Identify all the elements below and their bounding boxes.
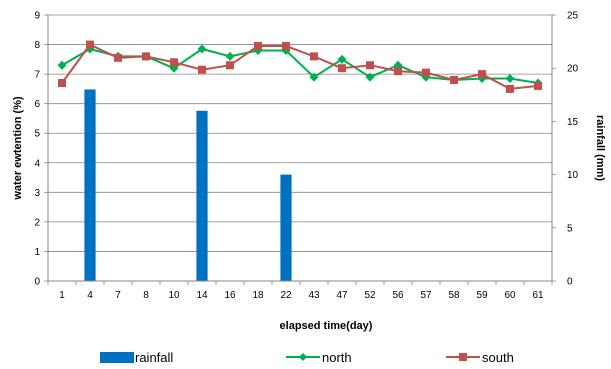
x-tick-label: 7 bbox=[115, 290, 121, 301]
x-tick-label: 59 bbox=[476, 290, 488, 301]
x-tick-label: 61 bbox=[532, 290, 544, 301]
south-point bbox=[226, 61, 234, 70]
y-right-tick-label: 20 bbox=[567, 64, 579, 75]
y-right-tick-label: 5 bbox=[567, 223, 573, 234]
south-point bbox=[366, 61, 374, 70]
x-tick-label: 10 bbox=[168, 290, 180, 301]
south-point bbox=[142, 52, 150, 61]
south-point bbox=[534, 81, 542, 90]
x-tick-label: 56 bbox=[392, 290, 404, 301]
axes bbox=[44, 14, 556, 285]
y-left-tick-label: 9 bbox=[34, 11, 40, 22]
y-axis-right-title: rainfall (mm) bbox=[594, 115, 606, 181]
x-tick-label: 8 bbox=[143, 290, 149, 301]
north-point bbox=[309, 72, 319, 82]
legend-north-marker bbox=[299, 353, 307, 361]
x-tick-label: 57 bbox=[420, 290, 432, 301]
legend: rainfall north south bbox=[100, 350, 514, 365]
x-tick-label: 58 bbox=[448, 290, 460, 301]
x-tick-label: 47 bbox=[336, 290, 348, 301]
y-right-tick-label: 0 bbox=[567, 277, 573, 288]
x-axis-title: elapsed time(day) bbox=[280, 320, 373, 332]
x-tick-label: 52 bbox=[364, 290, 376, 301]
y-left-tick-label: 4 bbox=[34, 158, 40, 169]
south-point bbox=[114, 53, 122, 62]
north-point bbox=[57, 60, 67, 70]
rainfall-bars bbox=[84, 89, 292, 281]
south-point bbox=[58, 78, 66, 87]
north-point bbox=[225, 51, 235, 61]
south-line bbox=[61, 43, 539, 90]
north-point bbox=[197, 44, 207, 54]
y-left-tick-label: 6 bbox=[34, 99, 40, 110]
legend-south-label: south bbox=[482, 350, 514, 365]
south-point bbox=[310, 52, 318, 61]
south-point bbox=[170, 58, 178, 67]
x-tick-label: 14 bbox=[196, 290, 208, 301]
north-point bbox=[505, 74, 515, 84]
y-right-tick-label: 15 bbox=[567, 117, 579, 128]
south-point bbox=[394, 67, 402, 76]
south-point bbox=[198, 65, 206, 74]
x-tick-label: 43 bbox=[308, 290, 320, 301]
x-tick-label: 22 bbox=[280, 290, 292, 301]
legend-rainfall-label: rainfall bbox=[135, 350, 173, 365]
south-point bbox=[282, 42, 290, 51]
x-tick-label: 1 bbox=[59, 290, 65, 301]
y-right-tick-label: 25 bbox=[567, 11, 579, 22]
x-tick-label: 4 bbox=[87, 290, 93, 301]
rainfall-bar bbox=[84, 89, 96, 281]
north-point bbox=[169, 63, 179, 73]
south-point bbox=[506, 84, 514, 93]
gridlines bbox=[48, 14, 552, 252]
y-right-tick-label: 10 bbox=[567, 170, 579, 181]
x-tick-label: 60 bbox=[504, 290, 516, 301]
south-point bbox=[86, 40, 94, 49]
y-left-tick-label: 2 bbox=[34, 217, 40, 228]
north-point bbox=[365, 72, 375, 82]
south-point bbox=[478, 70, 486, 79]
south-point bbox=[422, 68, 430, 77]
series-lines bbox=[57, 40, 543, 93]
south-point bbox=[254, 42, 262, 51]
rainfall-bar bbox=[196, 110, 208, 281]
south-point bbox=[338, 64, 346, 73]
x-tick-label: 18 bbox=[252, 290, 264, 301]
legend-north-label: north bbox=[322, 350, 352, 365]
y-left-tick-label: 5 bbox=[34, 129, 40, 140]
y-left-tick-label: 7 bbox=[34, 70, 40, 81]
legend-rainfall-swatch bbox=[100, 352, 134, 363]
north-point bbox=[337, 54, 347, 64]
y-axis-left-title: water ewtention (%) bbox=[12, 96, 24, 201]
south-point bbox=[450, 76, 458, 85]
x-tick-label: 16 bbox=[224, 290, 236, 301]
y-left-tick-label: 3 bbox=[34, 188, 40, 199]
y-left-tick-label: 1 bbox=[34, 247, 40, 258]
rainfall-bar bbox=[280, 174, 292, 281]
y-left-tick-label: 8 bbox=[34, 40, 40, 51]
legend-south-marker bbox=[459, 353, 467, 361]
y-left-tick-label: 0 bbox=[34, 277, 40, 288]
